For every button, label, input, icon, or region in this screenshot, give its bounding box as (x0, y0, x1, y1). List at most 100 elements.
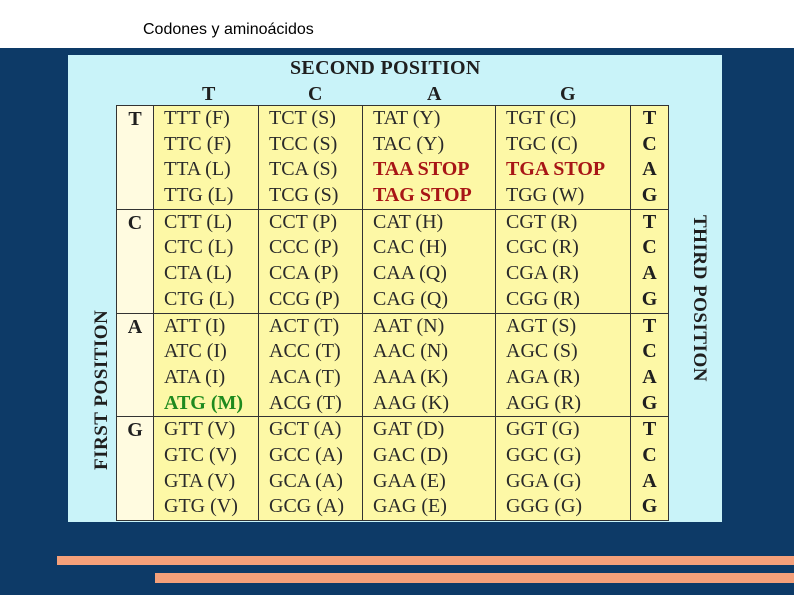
codon-entry: GGC (G) (496, 443, 630, 469)
third-letter: C (631, 235, 668, 261)
second-letter-a: A (427, 83, 441, 106)
codon-entry: CGT (R) (496, 210, 630, 236)
codon-entry: AGG (R) (496, 391, 630, 417)
codon-entry: GAG (E) (363, 494, 495, 520)
slide-title-bar (0, 0, 794, 48)
codon-entry: GCC (A) (259, 443, 362, 469)
third-letter: C (631, 443, 668, 469)
codon-cell: GAT (D) GAC (D) GAA (E) GAG (E) (363, 417, 496, 521)
codon-entry: AGA (R) (496, 365, 630, 391)
codon-entry: AAA (K) (363, 365, 495, 391)
codon-cell: TCT (S) TCC (S) TCA (S) TCG (S) (259, 106, 363, 210)
codon-cell: GGT (G) GGC (G) GGA (G) GGG (G) (496, 417, 631, 521)
first-letter-t: T (117, 106, 154, 210)
third-letter: T (631, 314, 668, 340)
second-letter-t: T (202, 83, 215, 106)
codon-cell: CCT (P) CCC (P) CCA (P) CCG (P) (259, 209, 363, 313)
codon-entry: TTA (L) (154, 157, 258, 183)
third-letter: T (631, 210, 668, 236)
codon-entry: AGC (S) (496, 339, 630, 365)
codon-entry: CAC (H) (363, 235, 495, 261)
first-position-label: FIRST POSITION (91, 310, 113, 470)
third-letter: A (631, 157, 668, 183)
codon-entry: TGC (C) (496, 132, 630, 158)
first-letter-a: A (117, 313, 154, 417)
codon-entry: TAT (Y) (363, 106, 495, 132)
second-letter-c: C (308, 83, 322, 106)
slide-title: Codones y aminoácidos (143, 21, 314, 39)
codon-entry: TGA STOP (496, 157, 630, 183)
third-letter: G (631, 391, 668, 417)
third-letter: C (631, 339, 668, 365)
codon-entry: TAC (Y) (363, 132, 495, 158)
codon-cell: TAT (Y) TAC (Y) TAA STOP TAG STOP (363, 106, 496, 210)
codon-entry: ACT (T) (259, 314, 362, 340)
codon-entry: CCG (P) (259, 287, 362, 313)
codon-entry: CGG (R) (496, 287, 630, 313)
codon-entry: CGA (R) (496, 261, 630, 287)
codon-entry: AAC (N) (363, 339, 495, 365)
codon-cell: GCT (A) GCC (A) GCA (A) GCG (A) (259, 417, 363, 521)
codon-entry: TCG (S) (259, 183, 362, 209)
codon-cell: CGT (R) CGC (R) CGA (R) CGG (R) (496, 209, 631, 313)
codon-entry: CTA (L) (154, 261, 258, 287)
third-letter: G (631, 287, 668, 313)
third-position-label: THIRD POSITION (688, 215, 710, 382)
codon-cell: CTT (L) CTC (L) CTA (L) CTG (L) (154, 209, 259, 313)
codon-row-t: T TTT (F) TTC (F) TTA (L) TTG (L) TCT (S) TCC … (117, 106, 669, 210)
codon-cell: GTT (V) GTC (V) GTA (V) GTG (V) (154, 417, 259, 521)
codon-entry: GCT (A) (259, 417, 362, 443)
third-letter: C (631, 132, 668, 158)
codon-entry: CTG (L) (154, 287, 258, 313)
third-letter: T (631, 417, 668, 443)
codon-entry: CCA (P) (259, 261, 362, 287)
codon-entry: ACG (T) (259, 391, 362, 417)
codon-row-g: G GTT (V) GTC (V) GTA (V) GTG (V) GCT (A) GCC … (117, 417, 669, 521)
codon-entry: ACA (T) (259, 365, 362, 391)
codon-entry: CTC (L) (154, 235, 258, 261)
codon-entry: CCT (P) (259, 210, 362, 236)
third-letter: A (631, 469, 668, 495)
third-letter: T (631, 106, 668, 132)
second-position-label: SECOND POSITION (290, 57, 481, 80)
codon-entry: AAG (K) (363, 391, 495, 417)
codon-cell: CAT (H) CAC (H) CAA (Q) CAG (Q) (363, 209, 496, 313)
first-letter-c: C (117, 209, 154, 313)
decorative-bar-top (57, 556, 794, 565)
codon-entry: ACC (T) (259, 339, 362, 365)
third-letter: A (631, 365, 668, 391)
codon-entry: GGT (G) (496, 417, 630, 443)
codon-cell: ACT (T) ACC (T) ACA (T) ACG (T) (259, 313, 363, 417)
codon-entry: CCC (P) (259, 235, 362, 261)
codon-row-a: A ATT (I) ATC (I) ATA (I) ATG (M) ACT (T) ACC … (117, 313, 669, 417)
codon-cell: TTT (F) TTC (F) TTA (L) TTG (L) (154, 106, 259, 210)
codon-entry: TTG (L) (154, 183, 258, 209)
third-letter: G (631, 494, 668, 520)
first-letter-g: G (117, 417, 154, 521)
codon-cell: AAT (N) AAC (N) AAA (K) AAG (K) (363, 313, 496, 417)
codon-entry: TCA (S) (259, 157, 362, 183)
codon-entry: AAT (N) (363, 314, 495, 340)
codon-entry: GTC (V) (154, 443, 258, 469)
codon-entry: CAT (H) (363, 210, 495, 236)
codon-entry: TAG STOP (363, 183, 495, 209)
second-letter-g: G (560, 83, 576, 106)
codon-entry: GAT (D) (363, 417, 495, 443)
codon-entry: GAA (E) (363, 469, 495, 495)
codon-entry: TCC (S) (259, 132, 362, 158)
codon-entry: CGC (R) (496, 235, 630, 261)
codon-entry: CAA (Q) (363, 261, 495, 287)
codon-entry: TGG (W) (496, 183, 630, 209)
codon-entry: GCG (A) (259, 494, 362, 520)
codon-entry: GCA (A) (259, 469, 362, 495)
codon-entry: GGA (G) (496, 469, 630, 495)
third-letter: G (631, 183, 668, 209)
codon-entry: TTC (F) (154, 132, 258, 158)
codon-row-c: C CTT (L) CTC (L) CTA (L) CTG (L) CCT (P) CCC … (117, 209, 669, 313)
codon-table-panel: SECOND POSITION T C A G FIRST POSITION T… (68, 55, 722, 522)
codon-entry: GGG (G) (496, 494, 630, 520)
